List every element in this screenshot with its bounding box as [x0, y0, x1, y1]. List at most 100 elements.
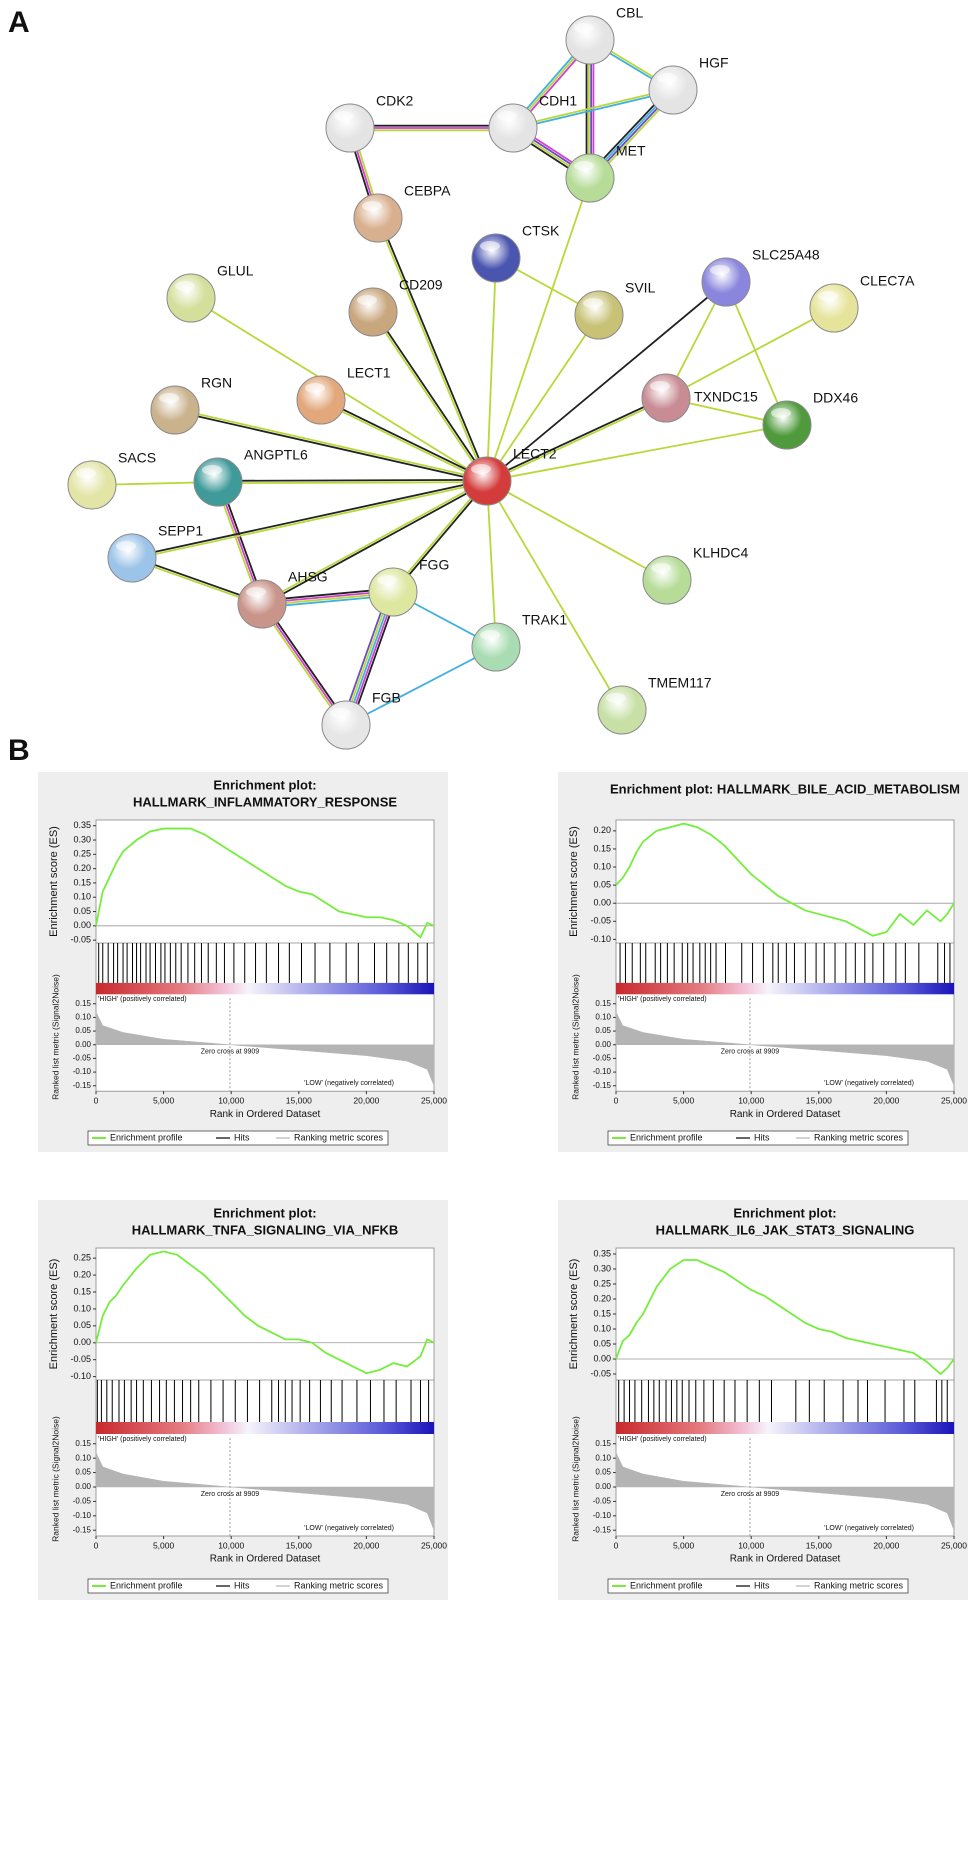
protein-node — [368, 567, 418, 617]
protein-node — [565, 15, 615, 65]
y2-tick-label: -0.10 — [73, 1067, 92, 1076]
edge — [131, 478, 487, 558]
enrichment-curve — [95, 1250, 435, 1375]
x-tick-label: 20,000 — [353, 1095, 379, 1105]
node-highlight — [480, 630, 500, 640]
node-highlight — [574, 161, 594, 171]
edge — [217, 478, 487, 482]
protein-node — [296, 375, 346, 425]
protein-node — [462, 456, 512, 506]
y-axis-label: Enrichment score (ES) — [48, 826, 60, 937]
protein-node — [642, 555, 692, 605]
x-tick-label: 10,000 — [218, 1540, 244, 1550]
protein-node — [488, 103, 538, 153]
y2-axis-label: Ranked list metric (Signal2Noise) — [50, 974, 60, 1100]
y2-tick-label: 0.10 — [595, 1453, 611, 1462]
edge — [371, 312, 487, 483]
y2-tick-label: 0.00 — [75, 1482, 91, 1491]
protein-node — [648, 65, 698, 115]
y2-tick-label: -0.10 — [593, 1067, 612, 1076]
plot-title: Enrichment plot: — [213, 1205, 316, 1220]
high-label: 'HIGH' (positively correlated) — [618, 1436, 707, 1443]
legend — [87, 1130, 389, 1146]
x-tick-label: 0 — [614, 1540, 619, 1550]
x-axis-label: Rank in Ordered Dataset — [210, 1554, 321, 1565]
y-tick-label: 0.20 — [593, 825, 611, 835]
y-tick-label: 0.00 — [593, 898, 611, 908]
x-tick-label: 10,000 — [738, 1095, 764, 1105]
y-tick-label: 0.05 — [73, 1320, 91, 1330]
node-label: SVIL — [625, 280, 656, 296]
y-tick-label: 0.20 — [73, 863, 91, 873]
y2-tick-label: 0.10 — [75, 1453, 91, 1462]
edge — [320, 400, 487, 483]
node-highlight — [471, 464, 491, 474]
y-tick-label: 0.00 — [593, 1353, 611, 1363]
y2-tick-label: 0.10 — [75, 1013, 91, 1022]
protein-node — [150, 385, 200, 435]
node-highlight — [159, 393, 179, 403]
x-tick-label: 15,000 — [286, 1540, 312, 1550]
edge — [486, 257, 497, 482]
x-tick-label: 10,000 — [738, 1540, 764, 1550]
node-highlight — [334, 111, 354, 121]
y-tick-label: 0.10 — [73, 892, 91, 902]
y2-tick-label: 0.05 — [75, 1026, 91, 1035]
edge — [345, 646, 497, 726]
edge — [725, 281, 788, 426]
plot-subtitle: HALLMARK_IL6_JAK_STAT3_SIGNALING — [656, 1222, 915, 1237]
x-tick-label: 25,000 — [941, 1540, 967, 1550]
node-highlight — [606, 693, 626, 703]
x-tick-label: 25,000 — [421, 1540, 447, 1550]
protein-node — [325, 103, 375, 153]
y2-tick-label: 0.00 — [595, 1482, 611, 1491]
y-tick-label: 0.25 — [73, 1253, 91, 1263]
y2-tick-label: 0.00 — [595, 1040, 611, 1049]
legend-label: Enrichment profile — [110, 1132, 183, 1142]
y-tick-label: 0.25 — [73, 849, 91, 859]
y-tick-label: -0.10 — [590, 934, 611, 944]
protein-node — [597, 685, 647, 735]
node-label: MET — [616, 143, 646, 159]
edge — [378, 217, 489, 481]
edge — [513, 90, 674, 130]
node-label: KLHDC4 — [693, 545, 748, 561]
node-highlight — [583, 298, 603, 308]
x-tick-label: 25,000 — [941, 1095, 967, 1105]
y-tick-label: 0.30 — [593, 1263, 611, 1273]
node-highlight — [377, 575, 397, 585]
y-tick-label: -0.05 — [590, 1368, 611, 1378]
node-highlight — [710, 265, 730, 275]
y-axis-label: Enrichment score (ES) — [568, 1259, 580, 1370]
x-axis-label: Rank in Ordered Dataset — [730, 1109, 841, 1120]
edge — [132, 481, 488, 561]
y-tick-label: -0.10 — [70, 1371, 91, 1381]
low-label: 'LOW' (negatively correlated) — [824, 1525, 914, 1532]
protein-node — [762, 400, 812, 450]
node-label: SEPP1 — [158, 523, 203, 539]
node-highlight — [651, 563, 671, 573]
node-highlight — [175, 281, 195, 291]
node-highlight — [362, 201, 382, 211]
zero-cross-label: Zero cross at 9909 — [721, 1491, 779, 1498]
y2-tick-label: -0.15 — [73, 1081, 92, 1090]
zero-cross-label: Zero cross at 9909 — [201, 1049, 259, 1056]
high-label: 'HIGH' (positively correlated) — [618, 996, 707, 1003]
edge — [486, 396, 666, 481]
edge — [486, 177, 591, 482]
x-tick-label: 5,000 — [153, 1540, 175, 1550]
y-tick-label: 0.10 — [593, 861, 611, 871]
legend — [87, 1578, 389, 1594]
y2-tick-label: 0.15 — [595, 1439, 611, 1448]
protein-node — [701, 257, 751, 307]
node-label: CEBPA — [404, 183, 451, 199]
edge — [486, 281, 727, 482]
node-label: DDX46 — [813, 390, 858, 406]
x-tick-label: 25,000 — [421, 1095, 447, 1105]
edge — [373, 310, 489, 481]
node-label: CTSK — [522, 223, 560, 239]
plot-subtitle: HALLMARK_TNFA_SIGNALING_VIA_NFKB — [132, 1222, 399, 1237]
y2-tick-label: -0.15 — [593, 1081, 612, 1090]
zero-cross-label: Zero cross at 9909 — [721, 1049, 779, 1056]
edge — [261, 479, 487, 604]
